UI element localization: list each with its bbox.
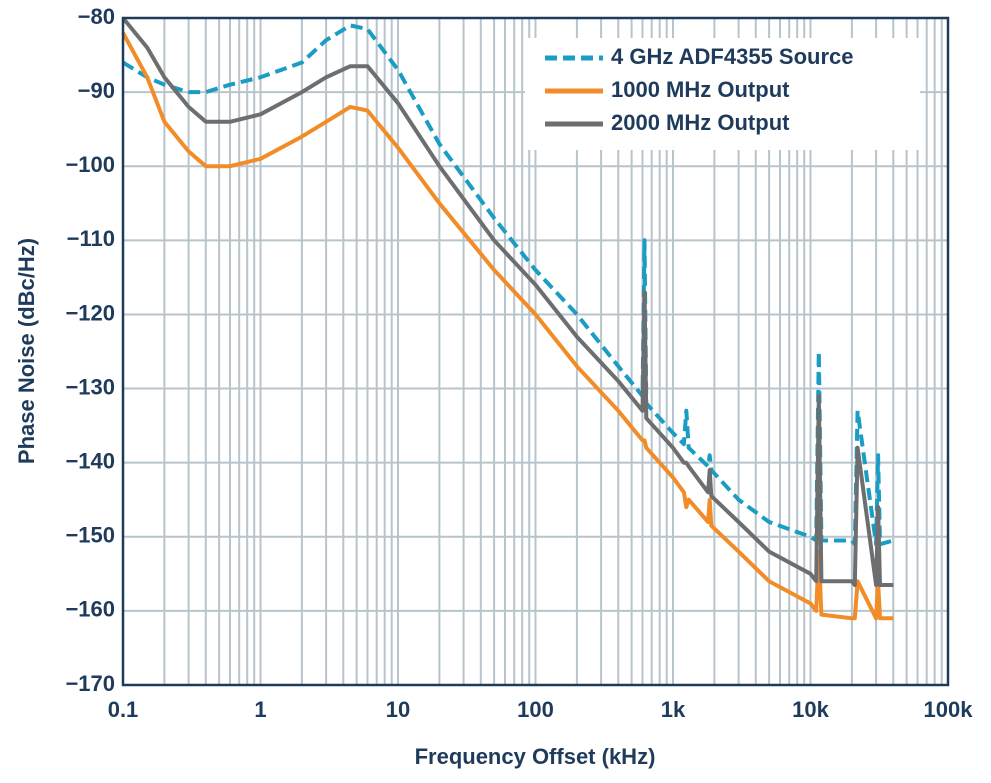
legend-label: 4 GHz ADF4355 Source (611, 44, 854, 69)
y-tick-label: −100 (65, 152, 115, 177)
y-tick-label: −110 (67, 226, 115, 251)
y-tick-label: −150 (65, 523, 115, 548)
y-axis-label: Phase Noise (dBc/Hz) (14, 238, 39, 464)
y-tick-label: −80 (78, 4, 115, 29)
legend-label: 1000 MHz Output (611, 77, 790, 102)
y-tick-label: −160 (65, 597, 115, 622)
series-line (121, 31, 894, 621)
x-tick-label: 100k (924, 697, 974, 722)
plot-border (121, 16, 950, 687)
series-line (121, 16, 894, 587)
x-tick-label: 1k (661, 697, 686, 722)
y-tick-label: −90 (78, 78, 115, 103)
series-line (121, 23, 894, 547)
y-tick-label: −130 (65, 374, 115, 399)
y-tick-label: −170 (65, 671, 115, 696)
x-tick-label: 10 (386, 697, 410, 722)
x-tick-label: 1 (254, 697, 266, 722)
x-tick-label: 0.1 (108, 697, 139, 722)
y-tick-label: −120 (65, 300, 115, 325)
y-tick-label: −140 (65, 448, 115, 473)
legend-label: 2000 MHz Output (611, 110, 790, 135)
x-axis-label: Frequency Offset (kHz) (415, 744, 656, 769)
x-tick-label: 100 (517, 697, 554, 722)
x-tick-label: 10k (792, 697, 829, 722)
